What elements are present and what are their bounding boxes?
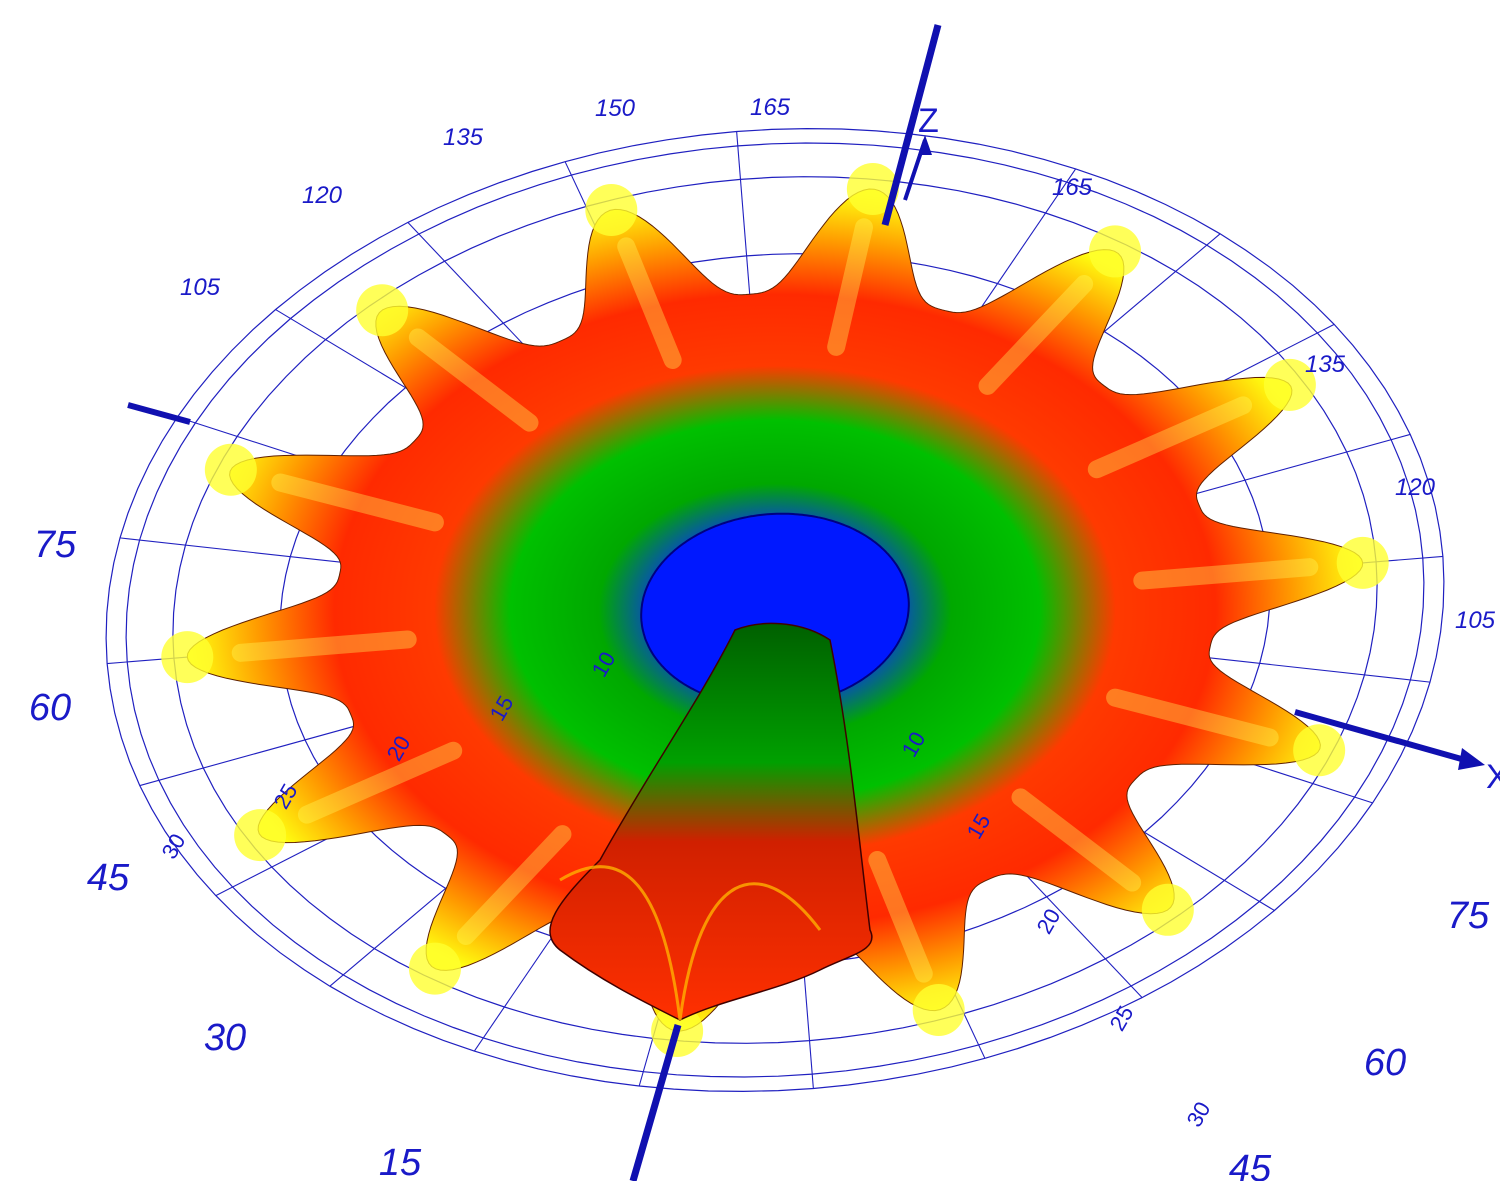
theta-label: 120 [302,182,343,209]
cone-rim [559,865,822,1021]
lobe-tip [912,984,965,1037]
main-lobe-cone [549,622,873,1021]
lobe-highlight [231,630,417,662]
lobe-highlight [408,328,539,432]
radial-tick-label: 30 [1182,1097,1216,1131]
lobe-tip [356,284,409,337]
lobe-tip [1263,358,1316,411]
theta-label: 30 [204,1017,246,1059]
theta-label: 45 [87,857,130,899]
lobe-highlight [1011,788,1142,892]
left-axis-line [127,402,191,425]
theta-label: 75 [34,524,77,566]
lobe-highlight [1133,558,1319,590]
lobe-tip [1336,536,1389,589]
theta-label: 15 [379,1142,422,1181]
lobe-tip [408,942,461,995]
lobe-highlight [271,473,444,532]
theta-label-right: 105 [1455,607,1496,634]
surface-center [640,512,910,708]
lobe-tip [234,809,287,862]
lobe-highlight [978,275,1094,395]
bottom-axis-line [629,1024,682,1181]
z-axis-line [881,24,942,226]
lobe-tip [1293,724,1346,777]
lobe-highlight [827,218,873,356]
lobe-highlight [1087,396,1253,479]
radiation-surface [161,163,1389,1057]
z-arrowhead [918,135,932,155]
theta-label-right: 75 [1447,895,1490,937]
x-axis-label: X [1486,758,1500,796]
axes: Z X [127,24,1500,1181]
radial-tick-label: 25 [1105,1001,1139,1035]
theta-label: 165 [750,94,791,121]
x-arrowhead [1458,748,1485,770]
theta-label: 60 [29,687,71,729]
lobe-tip [846,163,899,216]
radial-tick-label: 20 [1032,904,1066,938]
x-axis-line [1294,709,1466,763]
theta-label: 105 [180,274,221,301]
z-axis-label: Z [918,102,939,140]
lobe-tip [1089,225,1142,278]
theta-label-right: 135 [1305,351,1346,378]
lobe-highlight [297,741,463,824]
lobe-highlight [617,237,682,369]
radial-tick-label: 30 [157,829,191,863]
lobe-highlight [868,851,933,983]
lobe-tip [161,631,214,684]
lobe-tip [1141,883,1194,936]
theta-label-right: 165 [1052,174,1093,201]
lobe-tip [585,183,638,236]
theta-label: 135 [443,124,484,151]
lobe-highlight [1106,688,1279,747]
theta-label: 150 [595,95,636,122]
lobe-highlight [456,825,572,945]
theta-label-right: 120 [1395,474,1436,501]
theta-label-right: 60 [1364,1042,1406,1084]
lobe-tip [204,443,257,496]
theta-label-right: 45 [1229,1148,1272,1181]
